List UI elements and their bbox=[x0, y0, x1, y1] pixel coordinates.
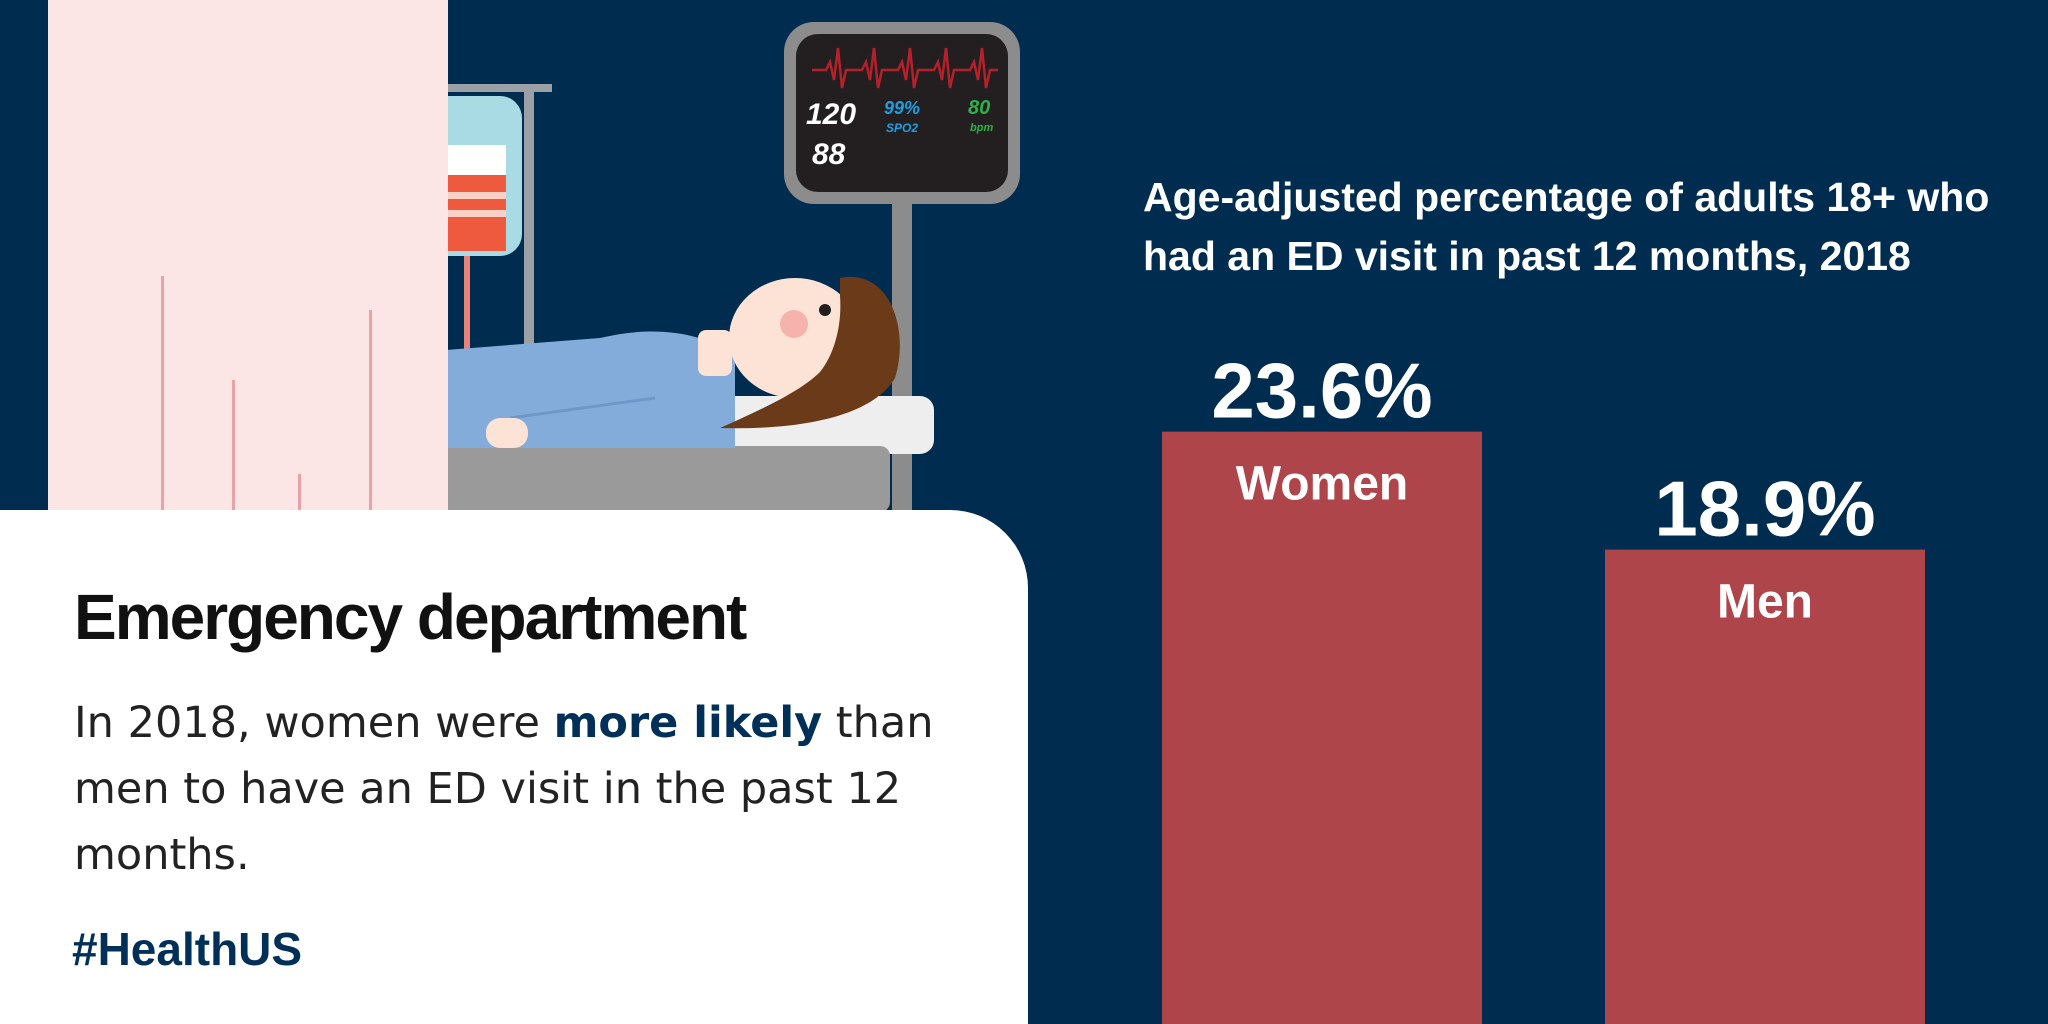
bar-chart: 23.6% Women 18.9% Men bbox=[1162, 347, 1925, 1024]
info-card: Emergency department In 2018, women were… bbox=[0, 510, 1028, 1024]
headline: Emergency department bbox=[74, 581, 747, 653]
monitor-hr-value: 80 bbox=[968, 97, 990, 119]
category-label-men: Men bbox=[1717, 576, 1813, 629]
value-label-men: 18.9% bbox=[1654, 465, 1875, 553]
value-label-women: 23.6% bbox=[1211, 347, 1432, 435]
monitor-systolic: 120 bbox=[806, 98, 856, 131]
hospital-illustration: 120 88 99% SPO2 80 bpm bbox=[48, 0, 1020, 510]
body-highlight: more likely bbox=[553, 698, 823, 748]
category-label-women: Women bbox=[1236, 458, 1408, 511]
ecg-trace bbox=[812, 47, 998, 89]
heart-monitor-icon: 120 88 99% SPO2 80 bpm bbox=[784, 22, 1020, 510]
hashtag[interactable]: #HealthUS bbox=[72, 923, 303, 975]
monitor-spo2-label: SPO2 bbox=[886, 121, 918, 135]
patient-in-bed-icon bbox=[420, 276, 934, 510]
chart-title: Age-adjusted percentage of adults 18+ wh… bbox=[1143, 174, 1990, 279]
monitor-diastolic: 88 bbox=[812, 138, 846, 171]
privacy-curtain bbox=[48, 0, 448, 510]
body-text-start: In 2018, women were bbox=[74, 698, 554, 748]
bar-women bbox=[1162, 431, 1482, 1024]
monitor-hr-label: bpm bbox=[970, 122, 993, 134]
body-text: In 2018, women were more likely than men… bbox=[74, 690, 954, 888]
monitor-spo2-value: 99% bbox=[884, 98, 920, 118]
bar-men bbox=[1605, 549, 1925, 1024]
body-text-end: than men to have an ED visit in the past… bbox=[74, 698, 934, 880]
